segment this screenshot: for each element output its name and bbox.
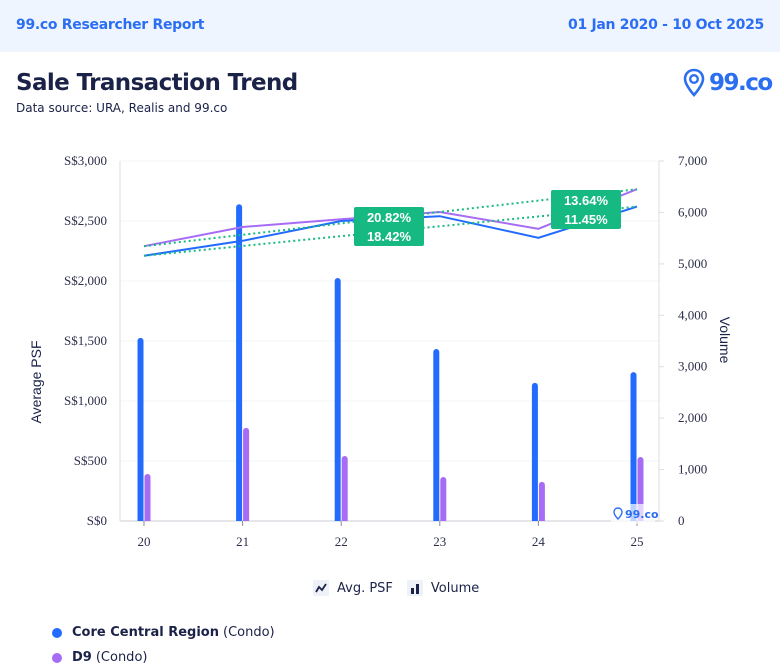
- right-tick-label: 7,000: [678, 153, 707, 168]
- volume-bar-base: [243, 518, 250, 521]
- x-tick-label: 25: [631, 534, 644, 549]
- volume-bar-base: [440, 518, 447, 521]
- legend-avg-psf[interactable]: Avg. PSF: [313, 580, 393, 596]
- volume-bar: [144, 473, 151, 521]
- left-tick-label: S$3,000: [64, 153, 107, 168]
- left-tick-label: S$2,500: [64, 213, 107, 228]
- trend-badge: 13.64% 11.45%: [551, 190, 621, 229]
- trend-badges: 20.82% 18.42% 13.64% 11.45%: [354, 190, 621, 246]
- left-tick-label: S$1,500: [64, 333, 107, 348]
- data-source: Data source: URA, Realis and 99.co: [16, 101, 228, 115]
- volume-bar: [243, 427, 250, 521]
- series-color-dot: [52, 627, 62, 638]
- legend-volume-label: Volume: [430, 580, 480, 596]
- watermark-text: 99.co: [625, 508, 659, 521]
- report-title: 99.co Researcher Report: [16, 17, 205, 33]
- volume-bar-base: [531, 518, 538, 521]
- chart-title: Sale Transaction Trend: [16, 70, 298, 96]
- series-name: Core Central Region: [72, 625, 219, 640]
- watermark: 99.co: [611, 504, 659, 524]
- volume-bar: [236, 204, 243, 521]
- sale-transaction-chart: S$0 S$500 S$1,000 S$1,500 S$2,000 S$2,500 S$3,…: [28, 153, 733, 549]
- left-axis-title: Average PSF: [28, 340, 44, 423]
- right-tick-label: 2,000: [678, 410, 707, 425]
- x-axis: 20 21 22 23 24 25: [120, 520, 659, 549]
- x-tick-label: 20: [138, 534, 151, 549]
- trend-badge: 20.82% 18.42%: [354, 207, 424, 246]
- series-suffix: (Condo): [95, 650, 148, 665]
- right-tick-label: 3,000: [678, 359, 707, 374]
- volume-bar: [531, 382, 538, 521]
- volume-bar-base: [538, 518, 545, 521]
- logo-text: 99.co: [709, 70, 773, 96]
- bar-chart-icon: [406, 580, 423, 596]
- series-legend: Core Central Region (Condo) D9 (Condo): [52, 620, 275, 670]
- trend-badge-bg: [551, 190, 621, 229]
- right-tick-label: 5,000: [678, 256, 707, 271]
- trend-badge-value: 18.42%: [367, 229, 412, 244]
- volume-bar-base: [137, 518, 144, 521]
- x-tick-label: 24: [532, 534, 546, 549]
- volume-bar-base: [341, 518, 348, 521]
- series-color-dot: [52, 652, 62, 663]
- trend-badge-value: 20.82%: [367, 210, 412, 225]
- volume-bar-base: [236, 518, 243, 521]
- left-tick-label: S$500: [74, 453, 107, 468]
- left-axis: S$0 S$500 S$1,000 S$1,500 S$2,000 S$2,500 S$3,…: [64, 153, 121, 528]
- right-axis-title: Volume: [717, 317, 733, 364]
- legend-volume[interactable]: Volume: [406, 580, 480, 596]
- location-pin-icon: [683, 68, 705, 97]
- series-suffix: (Condo): [223, 625, 275, 640]
- trend-badge-value: 13.64%: [564, 193, 609, 208]
- volume-bar: [334, 278, 341, 521]
- volume-bar: [538, 481, 545, 521]
- line-chart-icon: [313, 580, 329, 596]
- volume-bar: [630, 372, 637, 521]
- x-tick-label: 22: [335, 534, 348, 549]
- left-tick-label: S$0: [87, 513, 107, 528]
- volume-bar: [137, 337, 144, 521]
- volume-bar-base: [433, 518, 440, 521]
- volume-bars: [137, 204, 644, 521]
- trend-badge-value: 11.45%: [564, 212, 608, 227]
- legend-avg-psf-label: Avg. PSF: [337, 580, 393, 596]
- volume-bar-base: [144, 518, 151, 521]
- left-tick-label: S$1,000: [64, 393, 107, 408]
- chart-type-legend: Avg. PSF Volume: [313, 580, 493, 596]
- series-legend-item[interactable]: D9 (Condo): [52, 645, 275, 670]
- left-tick-label: S$2,000: [64, 273, 107, 288]
- right-tick-label: 1,000: [678, 462, 707, 477]
- trend-badge-bg: [354, 207, 424, 246]
- location-pin-icon: [613, 507, 623, 521]
- volume-bar: [440, 477, 447, 521]
- volume-bar: [341, 455, 348, 521]
- right-axis: 0 1,000 2,000 3,000 4,000 5,000 6,000 7,000: [658, 153, 707, 528]
- brand-logo: 99.co: [683, 68, 773, 98]
- report-header-bar: 99.co Researcher Report 01 Jan 2020 - 10…: [0, 0, 780, 52]
- right-tick-label: 0: [678, 513, 685, 528]
- series-legend-item[interactable]: Core Central Region (Condo): [52, 620, 275, 645]
- series-name: D9: [72, 650, 92, 665]
- volume-bar: [433, 348, 440, 521]
- date-range: 01 Jan 2020 - 10 Oct 2025: [568, 17, 764, 33]
- right-tick-label: 6,000: [678, 204, 707, 219]
- right-tick-label: 4,000: [678, 307, 707, 322]
- x-tick-label: 21: [236, 534, 249, 549]
- volume-bar-base: [334, 518, 341, 521]
- x-tick-label: 23: [433, 534, 446, 549]
